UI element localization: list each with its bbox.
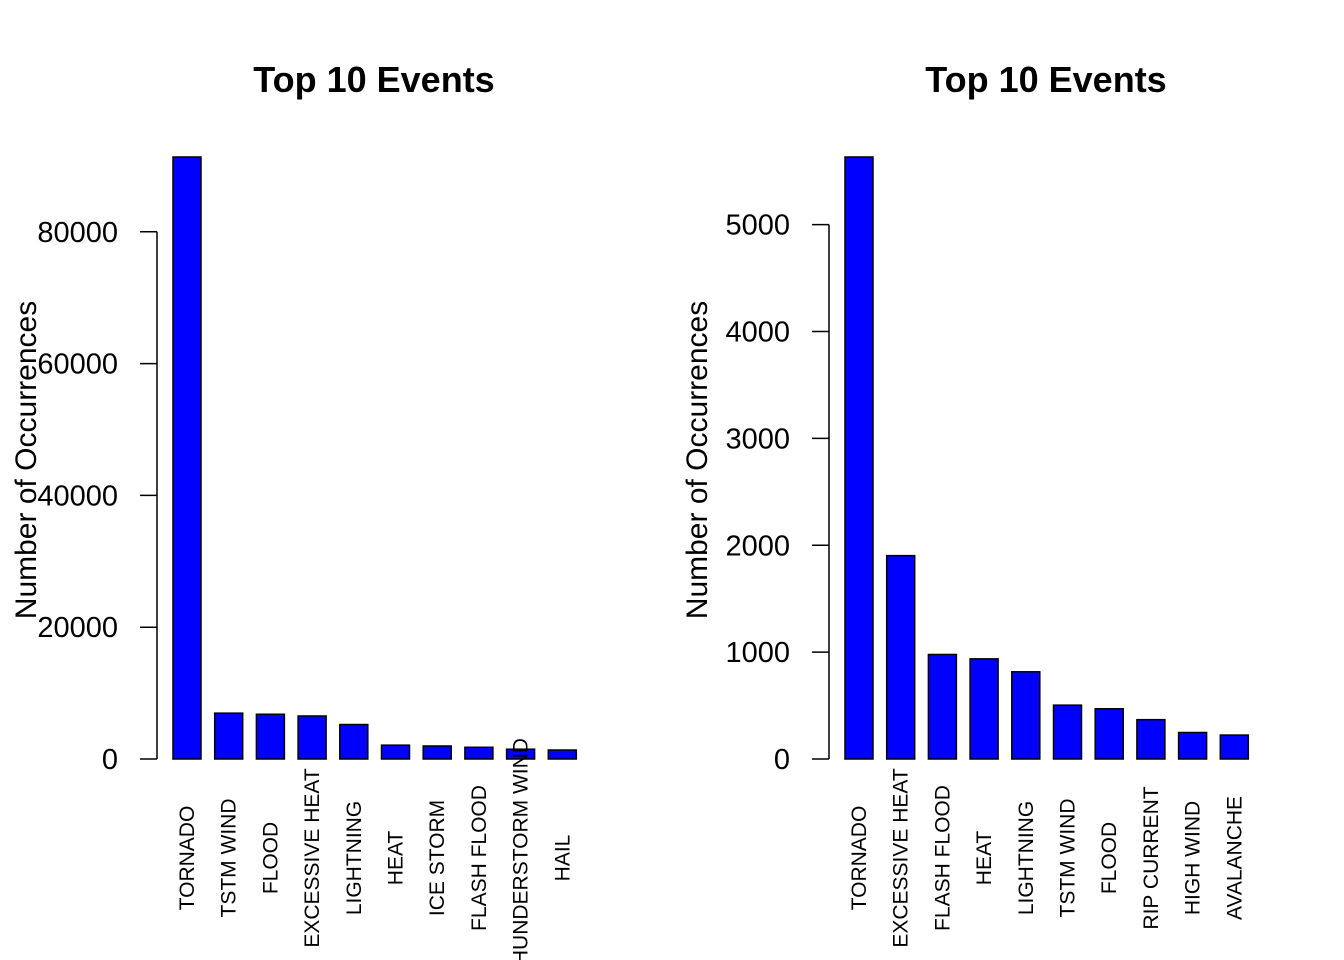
bar-hail — [547, 749, 578, 760]
x-tick-label: TSTM WIND — [1057, 799, 1080, 918]
bar-heat — [380, 744, 411, 760]
y-tick-label: 60000 — [37, 349, 118, 381]
x-tick-label: FLASH FLOOD — [931, 785, 954, 931]
bar-ice-storm — [422, 745, 452, 760]
x-tick-label: EXCESSIVE HEAT — [301, 768, 324, 948]
bar-tornado — [172, 156, 202, 760]
y-tick-label: 2000 — [725, 530, 790, 562]
x-tick-label: RIP CURRENT — [1140, 786, 1163, 929]
x-tick-label: AVALANCHE — [1223, 796, 1246, 920]
bar-flash-flood — [464, 746, 494, 760]
x-tick-label: HAIL — [551, 835, 574, 882]
bar-heat — [969, 658, 999, 760]
bar-excessive-heat — [885, 554, 916, 760]
x-tick-label: TORNADO — [848, 806, 871, 911]
x-tick-label: FLOOD — [1098, 822, 1121, 894]
left-bar-chart: Top 10 Events Number of Occurrences 0 200… — [10, 59, 578, 960]
bar-high-wind — [1177, 731, 1208, 760]
y-axis-label: Number of Occurrences — [10, 301, 43, 619]
y-tick-label: 0 — [102, 744, 118, 776]
x-tick-label: TSTM WIND — [218, 799, 241, 918]
x-tick-label: HEAT — [385, 831, 408, 886]
bar-thunderstorm-wind — [505, 748, 536, 760]
y-tick-label: 1000 — [725, 637, 790, 669]
x-tick-label: HIGH WIND — [1182, 801, 1205, 915]
x-tick-label: LIGHTNING — [1015, 801, 1038, 915]
y-tick-label: 3000 — [725, 423, 790, 455]
chart-title: Top 10 Events — [253, 59, 494, 100]
bar-rip-current — [1136, 718, 1166, 760]
x-tick-label: TORNADO — [176, 806, 199, 911]
bar-lightning — [1011, 671, 1041, 760]
y-tick-label: 40000 — [37, 480, 118, 512]
right-bar-chart: Top 10 Events Number of Occurrences 0 100… — [681, 59, 1250, 948]
x-tick-label: ICE STORM — [426, 800, 449, 916]
bar-tornado — [844, 156, 874, 760]
bar-excessive-heat — [297, 715, 327, 760]
bar-flood — [255, 713, 286, 760]
y-tick-label: 0 — [774, 744, 790, 776]
chart-title: Top 10 Events — [925, 59, 1166, 100]
x-tick-label: FLOOD — [259, 822, 282, 894]
y-tick-label: 5000 — [725, 210, 790, 242]
x-tick-label: THUNDERSTORM WIND — [510, 738, 533, 960]
bar-lightning — [339, 723, 369, 760]
x-tick-label: HEAT — [973, 831, 996, 886]
y-tick-label: 80000 — [37, 217, 118, 249]
bar-flood — [1094, 708, 1124, 760]
y-tick-label: 4000 — [725, 317, 790, 349]
x-tick-label: LIGHTNING — [343, 801, 366, 915]
x-tick-label: FLASH FLOOD — [468, 785, 491, 931]
x-tick-label: EXCESSIVE HEAT — [890, 768, 913, 948]
y-axis-label: Number of Occurrences — [681, 301, 714, 619]
bar-tstm-wind — [1052, 704, 1083, 760]
bar-flash-flood — [927, 653, 958, 760]
y-tick-label: 20000 — [37, 612, 118, 644]
bar-avalanche — [1219, 734, 1250, 760]
bar-tstm-wind — [213, 712, 244, 760]
